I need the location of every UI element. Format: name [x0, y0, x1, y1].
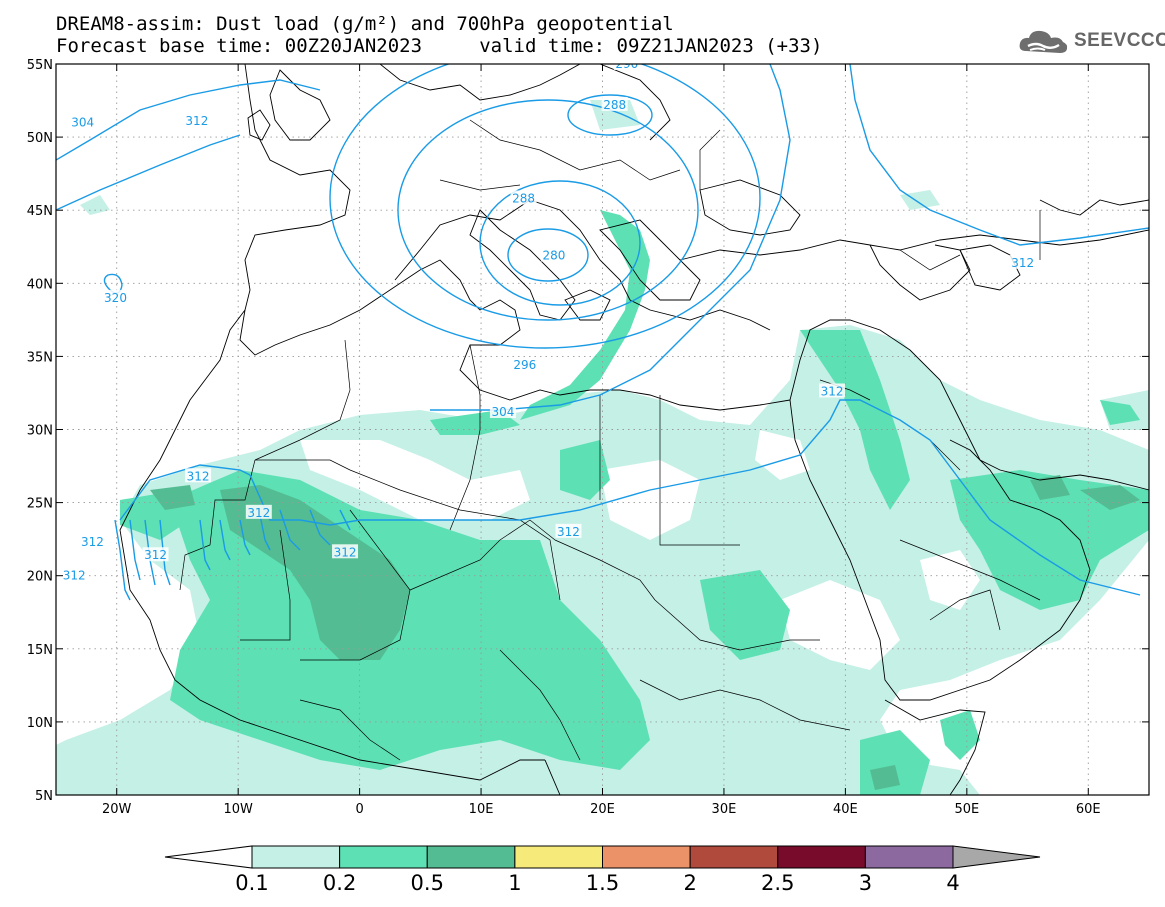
colorbar-label: 1 — [508, 871, 521, 895]
lon-tick-label: 20E — [590, 802, 615, 817]
contour-label: 280 — [542, 249, 565, 263]
map-title-line-1: DREAM8-assim: Dust load (g/m²) and 700hP… — [56, 13, 674, 35]
contour-label-bg — [510, 190, 537, 205]
contour-label-bg — [1009, 254, 1036, 269]
colorbar-swatch — [339, 845, 428, 869]
colorbar-left-arrow — [164, 845, 253, 869]
map-grid — [56, 64, 1149, 795]
lat-tick-label: 15N — [27, 643, 53, 658]
axis-ticks — [56, 63, 1149, 796]
lon-tick-label: 10W — [223, 802, 253, 817]
seevccc-logo: SEEVCCC — [1018, 26, 1165, 56]
colorbar-swatch — [251, 845, 341, 869]
lat-tick-label: 5N — [35, 789, 53, 804]
colorbar-label: 0.2 — [323, 871, 356, 895]
contour-label: 312 — [187, 469, 210, 483]
contour-label: 312 — [1011, 256, 1034, 270]
colorbar-label: 3 — [859, 871, 872, 895]
contour-label: 312 — [334, 545, 357, 559]
colorbar-swatch — [689, 845, 779, 869]
lon-tick-label: 30E — [712, 802, 737, 817]
colorbar-swatch — [864, 845, 954, 869]
colorbar-right-arrow — [952, 845, 1041, 869]
contour-label: 288 — [603, 98, 626, 112]
latitude-labels: 55N 50N 45N 40N 35N 30N 25N 20N 15N 10N 5N — [27, 58, 53, 804]
lat-tick-label: 40N — [27, 277, 53, 292]
contour-label-bg — [102, 289, 129, 304]
map-title-line-2: Forecast base time: 00Z20JAN2023 valid t… — [56, 35, 823, 57]
lon-tick-label: 50E — [954, 802, 979, 817]
colorbar-label: 2.5 — [761, 871, 794, 895]
contour-label: 304 — [491, 405, 514, 419]
colorbar-swatch — [777, 845, 866, 869]
contour-label-bg — [185, 468, 212, 483]
contour-label-bg — [540, 247, 567, 262]
colorbar-label: 4 — [946, 871, 959, 895]
colorbar-swatch — [514, 845, 603, 869]
lon-tick-label: 60E — [1076, 802, 1101, 817]
dust-clear-areas — [300, 430, 980, 670]
contour-label-bg — [555, 523, 582, 538]
lat-tick-label: 10N — [27, 716, 53, 731]
lon-tick-label: 20W — [102, 802, 132, 817]
contour-label: 312 — [63, 569, 86, 583]
contour-label-bg — [511, 357, 538, 372]
colorbar-label: 0.1 — [235, 871, 268, 895]
contour-label-bg — [79, 534, 106, 549]
contour-label: 320 — [104, 291, 127, 305]
contour-label: 290 — [615, 57, 638, 71]
contour-label-bg — [601, 96, 628, 111]
contour-label-bg — [69, 114, 96, 129]
colorbar-swatch — [426, 845, 516, 869]
contour-label: 312 — [821, 384, 844, 398]
contour-label: 304 — [71, 115, 94, 129]
lon-tick-label: 40E — [833, 802, 858, 817]
longitude-labels: 20W 10W 0 10E 20E 30E 40E 50E 60E — [102, 802, 1101, 817]
lat-tick-label: 55N — [27, 58, 53, 73]
contour-label-bg — [142, 547, 169, 562]
colorbar: 0.1 0.2 0.5 1 1.5 2 2.5 3 4 — [164, 845, 1041, 895]
contour-label: 312 — [144, 548, 167, 562]
lat-tick-label: 25N — [27, 497, 53, 512]
contour-label-bg — [489, 403, 516, 418]
contour-label-bg — [245, 504, 272, 519]
colorbar-label: 2 — [683, 871, 696, 895]
lat-tick-label: 35N — [27, 350, 53, 365]
contour-label: 312 — [247, 506, 270, 520]
contour-label-bg — [613, 64, 640, 70]
lat-tick-label: 50N — [27, 131, 53, 146]
coastlines — [119, 64, 1149, 795]
contour-label: 288 — [512, 192, 535, 206]
lat-tick-label: 45N — [27, 204, 53, 219]
colorbar-swatch — [602, 845, 691, 869]
dust-band-0-5 — [150, 475, 1140, 790]
contour-label-bg — [332, 544, 359, 559]
contour-label-bg — [61, 567, 88, 582]
logo-text: SEEVCCC — [1074, 30, 1165, 51]
lon-tick-label: 10E — [469, 802, 494, 817]
contour-label-bg — [819, 383, 846, 398]
contour-labels: 304 312 320 290 288 288 280 296 304 312 312 312 312 3… — [61, 57, 1036, 583]
contour-label: 312 — [81, 535, 104, 549]
lat-tick-label: 20N — [27, 570, 53, 585]
colorbar-label: 1.5 — [586, 871, 619, 895]
contour-label: 312 — [185, 114, 208, 128]
contour-label: 296 — [513, 358, 536, 372]
map-plot-area: 304 312 320 290 288 288 280 296 304 312 312 312 312 3… — [56, 57, 1149, 795]
colorbar-label: 0.5 — [411, 871, 444, 895]
lat-tick-label: 30N — [27, 424, 53, 439]
lon-tick-label: 0 — [355, 802, 363, 817]
country-borders — [179, 119, 1041, 761]
contour-label: 312 — [557, 525, 580, 539]
contour-label-bg — [183, 113, 210, 128]
cloud-icon — [1019, 30, 1068, 53]
